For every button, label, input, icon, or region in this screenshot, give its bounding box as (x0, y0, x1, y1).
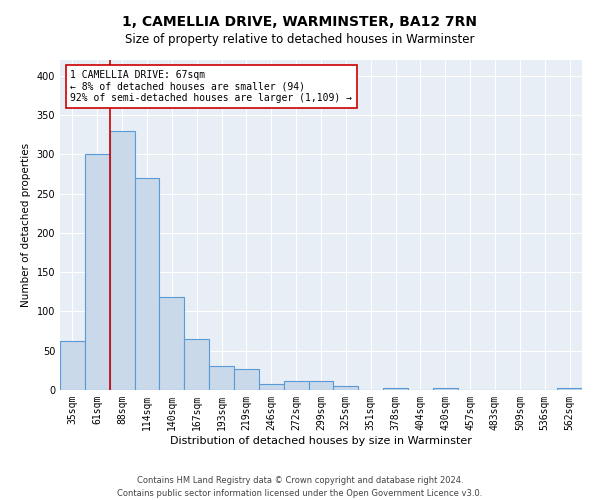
Bar (334, 386, 358, 390)
Bar (284, 382, 308, 390)
Text: Size of property relative to detached houses in Warminster: Size of property relative to detached ho… (125, 32, 475, 46)
Bar (259, 384, 284, 390)
Bar (60, 342, 85, 390)
Bar (85, 154, 110, 390)
Bar (184, 339, 209, 390)
Bar (110, 130, 134, 390)
Bar (308, 382, 334, 390)
Bar (160, 298, 184, 390)
Text: 1, CAMELLIA DRIVE, WARMINSTER, BA12 7RN: 1, CAMELLIA DRIVE, WARMINSTER, BA12 7RN (122, 15, 478, 29)
Bar (134, 178, 160, 390)
Bar (557, 388, 582, 390)
Bar (433, 388, 458, 390)
Text: 1 CAMELLIA DRIVE: 67sqm
← 8% of detached houses are smaller (94)
92% of semi-det: 1 CAMELLIA DRIVE: 67sqm ← 8% of detached… (70, 70, 352, 103)
Text: Contains HM Land Registry data © Crown copyright and database right 2024.
Contai: Contains HM Land Registry data © Crown c… (118, 476, 482, 498)
Bar (234, 369, 259, 390)
Bar (209, 366, 234, 390)
Bar (383, 388, 408, 390)
X-axis label: Distribution of detached houses by size in Warminster: Distribution of detached houses by size … (170, 436, 472, 446)
Y-axis label: Number of detached properties: Number of detached properties (21, 143, 31, 307)
